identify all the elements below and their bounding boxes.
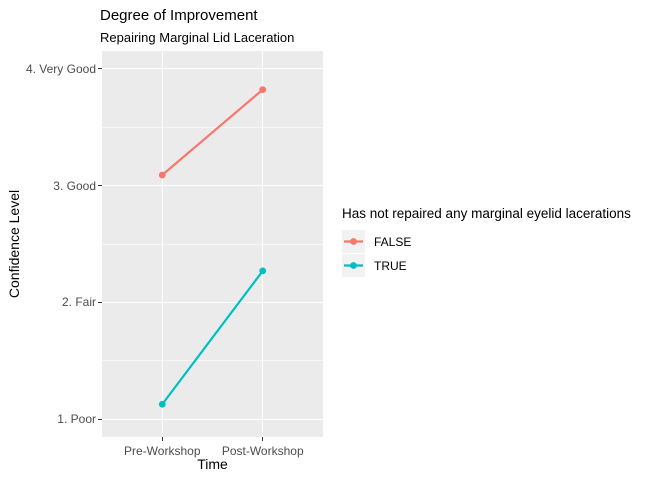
gridline-minor-h (102, 360, 323, 362)
legend-key-glyph-icon (344, 262, 363, 269)
gridline-major-h (102, 418, 323, 420)
data-point-TRUE (158, 400, 166, 408)
legend: Has not repaired any marginal eyelid lac… (342, 206, 667, 278)
y-tick-mark (97, 185, 102, 186)
plot-panel (102, 51, 323, 437)
legend-label: FALSE (374, 234, 412, 249)
x-tick-label: Pre-Workshop (124, 444, 201, 458)
legend-item: FALSE (342, 230, 667, 253)
series-line-FALSE (161, 88, 264, 176)
legend-key-swatch (342, 254, 365, 277)
gridline-major-v (262, 51, 264, 437)
y-tick-mark (97, 418, 102, 420)
gridline-minor-h (102, 243, 323, 245)
y-tick-label: 1. Poor (57, 412, 96, 427)
y-tick-label: 4. Very Good (25, 61, 96, 76)
y-tick-label: 2. Fair (61, 295, 96, 310)
legend-title: Has not repaired any marginal eyelid lac… (342, 206, 631, 221)
series-line-TRUE (161, 270, 264, 405)
data-point-TRUE (259, 267, 267, 275)
legend-label: TRUE (374, 258, 407, 273)
legend-items: FALSE TRUE (342, 230, 667, 277)
gridline-major-v (161, 51, 163, 437)
series-layer (158, 86, 267, 408)
gridline-major-h (102, 68, 323, 70)
y-tick-mark (97, 301, 102, 303)
gridline-major-h (102, 185, 323, 186)
x-tick-mark (161, 437, 163, 441)
chart-title: Degree of Improvement (100, 7, 258, 24)
y-axis-title: Confidence Level (6, 189, 22, 299)
legend-key-swatch (342, 230, 365, 253)
x-axis-title: Time (197, 456, 228, 472)
data-point-FALSE (259, 86, 267, 93)
y-tick-label: 3. Good (53, 178, 96, 193)
y-tick-mark (97, 68, 102, 70)
x-tick-mark (262, 437, 264, 441)
legend-item: TRUE (342, 254, 667, 277)
legend-key-glyph-icon (344, 238, 363, 245)
chart-subtitle: Repairing Marginal Lid Laceration (100, 30, 295, 45)
gridline-minor-h (102, 126, 323, 128)
gridline-major-h (102, 301, 323, 303)
x-tick-label: Post-Workshop (221, 444, 304, 458)
data-point-FALSE (158, 171, 166, 179)
